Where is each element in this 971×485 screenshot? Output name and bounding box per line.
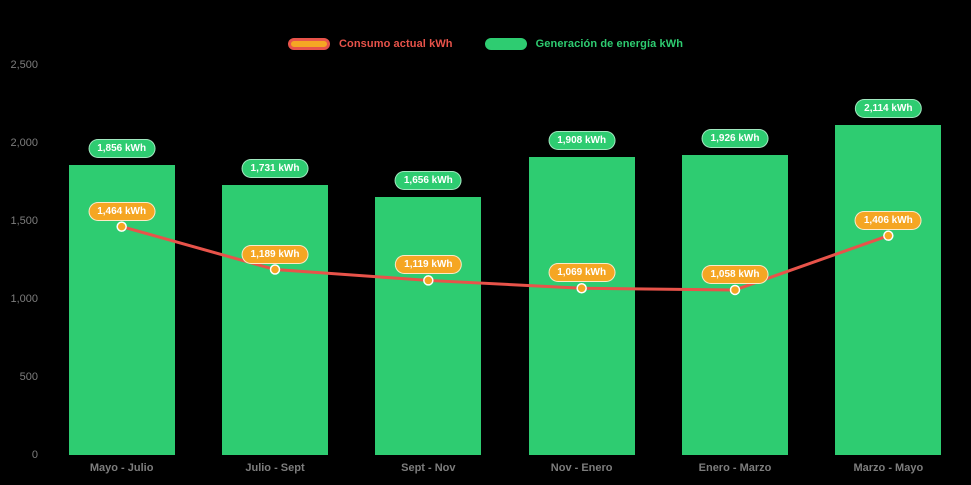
y-axis-tick: 2,500 [10, 59, 38, 71]
bar-value-badge: 1,926 kWh [701, 128, 769, 148]
chart-legend: Consumo actual kWh Generación de energía… [0, 38, 971, 50]
legend-label-consumo: Consumo actual kWh [338, 38, 453, 50]
y-axis-tick: 500 [19, 371, 38, 383]
y-axis-tick: 1,000 [10, 293, 38, 305]
x-axis-label: Sept - Nov [401, 462, 456, 474]
x-axis-label: Julio - Sept [245, 462, 305, 474]
y-axis-tick: 0 [31, 449, 38, 461]
legend-item-consumo[interactable]: Consumo actual kWh [287, 38, 453, 50]
legend-label-generacion: Generación de energía kWh [535, 38, 684, 50]
legend-item-generacion[interactable]: Generación de energía kWh [484, 38, 684, 50]
x-axis-label: Enero - Marzo [698, 462, 772, 474]
x-axis-label: Mayo - Julio [89, 462, 154, 474]
bar-enero-marzo[interactable] [682, 154, 788, 455]
generacion-swatch-icon [484, 38, 527, 50]
bar-value-badge: 1,856 kWh [88, 139, 156, 159]
line-value-badge: 1,189 kWh [241, 244, 309, 264]
y-axis-tick: 2,000 [10, 137, 38, 149]
bar-nov-enero[interactable] [528, 157, 635, 455]
consumo-swatch-icon [287, 38, 330, 50]
bar-julio-sept[interactable] [222, 184, 328, 455]
x-axis-label: Nov - Enero [550, 462, 613, 474]
bar-sept-nov[interactable] [375, 196, 482, 455]
bar-value-badge: 1,908 kWh [548, 131, 616, 151]
x-axis-label: Marzo - Mayo [853, 462, 924, 474]
line-value-badge: 1,119 kWh [395, 255, 462, 275]
line-value-badge: 1,058 kWh [701, 264, 769, 284]
line-value-badge: 1,069 kWh [548, 263, 616, 283]
bar-value-badge: 2,114 kWh [855, 99, 922, 119]
bar-value-badge: 1,731 kWh [241, 158, 309, 178]
line-value-badge: 1,464 kWh [88, 201, 156, 221]
y-axis-tick: 1,500 [10, 215, 38, 227]
bar-marzo-mayo[interactable] [835, 125, 942, 455]
line-value-badge: 1,406 kWh [854, 210, 922, 230]
bar-value-badge: 1,656 kWh [394, 170, 462, 190]
